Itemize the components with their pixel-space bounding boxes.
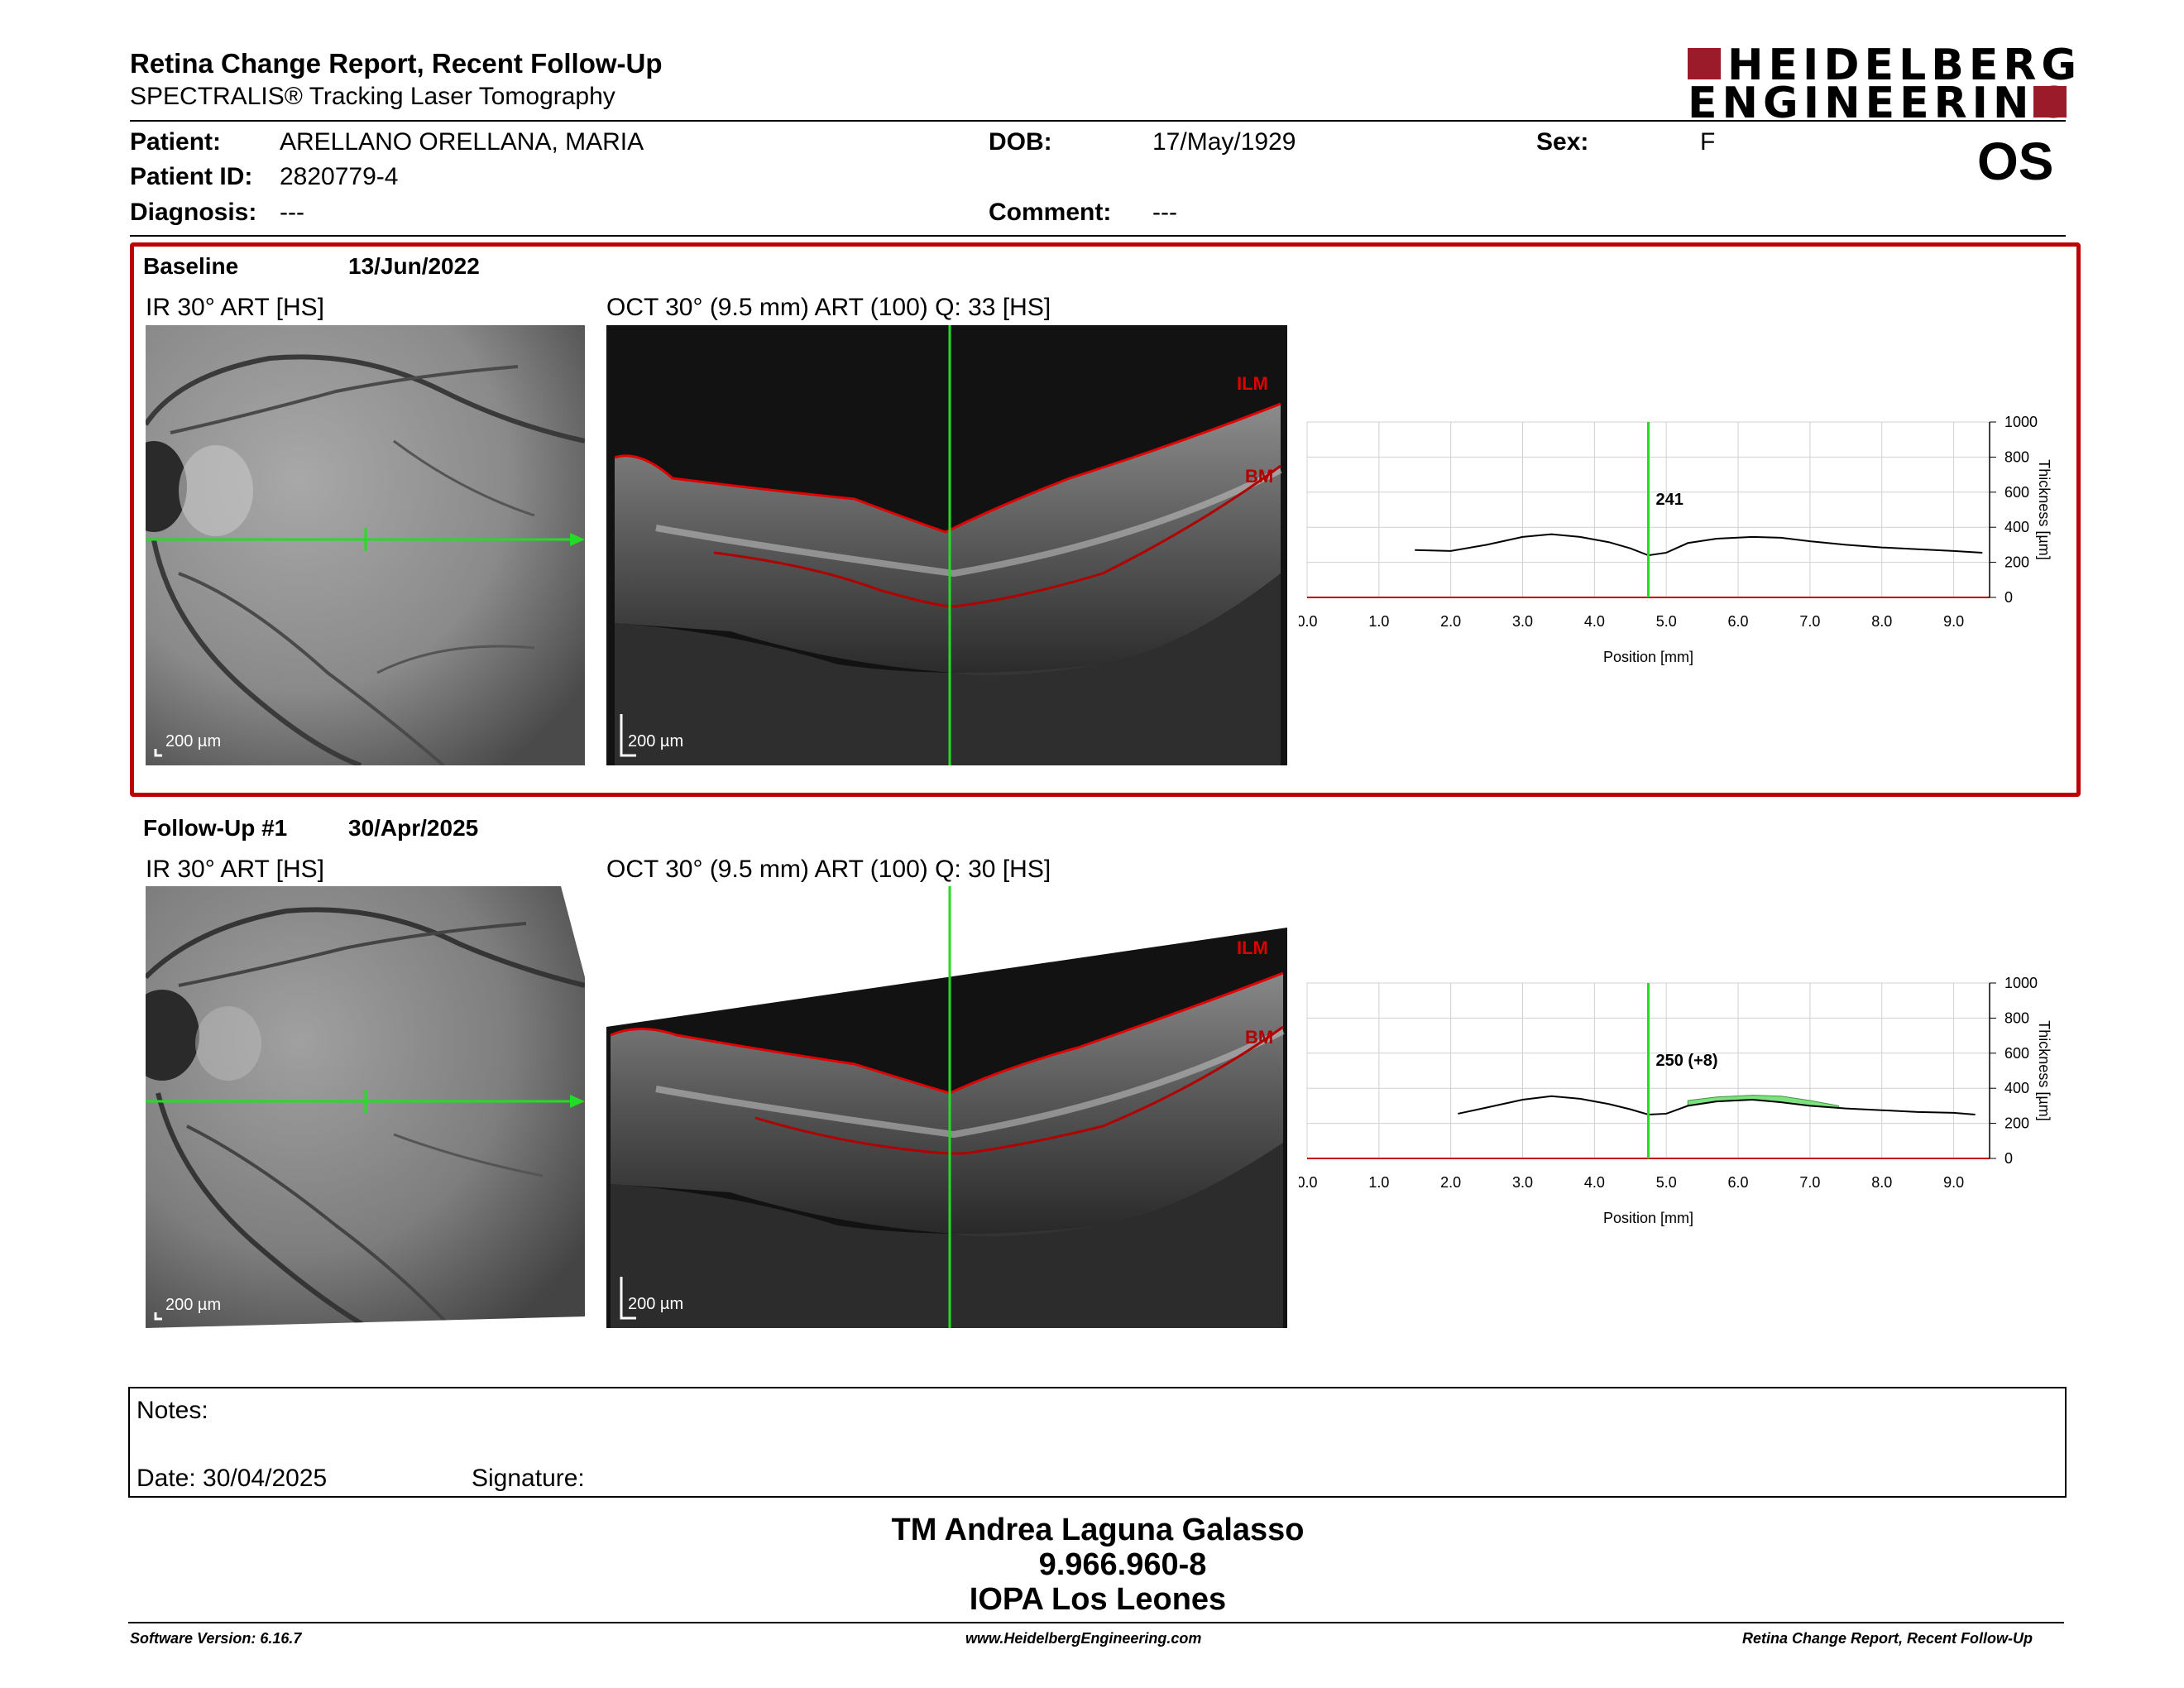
y-axis-title: Thickness [µm]	[2036, 1020, 2052, 1120]
dob-value: 17/May/1929	[1152, 128, 1296, 156]
x-tick-label: 8.0	[1871, 613, 1892, 630]
logo-square-icon	[1688, 48, 1721, 79]
x-axis-title: Position [mm]	[1603, 1210, 1693, 1226]
sex-label: Sex:	[1536, 128, 1589, 156]
x-tick-label: 1.0	[1368, 613, 1389, 630]
footer-software-version: Software Version: 6.16.7	[130, 1630, 302, 1647]
patient-divider	[130, 235, 2066, 237]
thickness-line	[1415, 533, 1983, 557]
y-tick-label: 800	[2004, 1009, 2029, 1026]
followup-oct-image: ILM BM 200 µm	[606, 886, 1287, 1328]
cursor-value-label: 241	[1656, 491, 1684, 509]
eye-indicator: OS	[1977, 132, 2054, 191]
followup-label: Follow-Up #1	[143, 815, 288, 841]
x-tick-label: 3.0	[1512, 613, 1533, 630]
y-tick-label: 800	[2004, 448, 2029, 465]
signature-institution: IOPA Los Leones	[969, 1582, 1227, 1617]
baseline-ir-image: 200 µm	[146, 325, 585, 765]
baseline-frame	[130, 242, 2081, 797]
x-tick-label: 6.0	[1728, 613, 1749, 630]
baseline-ilm-label: ILM	[1237, 373, 1268, 394]
x-tick-label: 1.0	[1368, 1174, 1389, 1191]
y-tick-label: 200	[2004, 554, 2029, 571]
y-tick-label: 400	[2004, 1080, 2029, 1096]
followup-ir-title: IR 30° ART [HS]	[146, 856, 324, 883]
heidelberg-logo: HEIDELBERG ENGINEERING	[1688, 44, 2076, 125]
x-tick-label: 0.0	[1299, 613, 1318, 630]
followup-thickness-chart: 0.0 1.0 2.0 3.0 4.0 5.0 6.0 7.0 8.0 9.0 0 200 400 600…	[1299, 975, 2052, 1226]
y-tick-label: 400	[2004, 519, 2029, 535]
report-title: Retina Change Report, Recent Follow-Up	[130, 48, 663, 79]
x-tick-label: 7.0	[1799, 613, 1820, 630]
x-tick-label: 3.0	[1512, 1174, 1533, 1191]
footer-report-name: Retina Change Report, Recent Follow-Up	[1742, 1630, 2033, 1647]
followup-oct-scale: 200 µm	[628, 1295, 684, 1313]
notes-box: Notes: Date: 30/04/2025 Signature:	[128, 1387, 2067, 1498]
thickness-line	[1458, 1095, 1976, 1116]
followup-date: 30/Apr/2025	[348, 815, 479, 841]
logo-line2: ENGINEERING	[1688, 79, 2075, 128]
x-tick-label: 9.0	[1943, 1174, 1964, 1191]
baseline-oct-image: ILM BM 200 µm	[606, 325, 1287, 765]
x-tick-label: 2.0	[1440, 613, 1461, 630]
comment-label: Comment:	[989, 199, 1112, 226]
x-tick-label: 8.0	[1871, 1174, 1892, 1191]
y-tick-label: 0	[2004, 589, 2013, 606]
baseline-oct-scale: 200 µm	[628, 732, 684, 750]
patient-id: 2820779-4	[280, 163, 399, 190]
baseline-ir-scale: 200 µm	[165, 732, 222, 750]
cursor-value-label: 250 (+8)	[1656, 1052, 1718, 1070]
notes-date: Date: 30/04/2025	[136, 1465, 328, 1492]
baseline-oct-title: OCT 30° (9.5 mm) ART (100) Q: 33 [HS]	[606, 294, 1051, 321]
baseline-ir-title: IR 30° ART [HS]	[146, 294, 324, 321]
signature-id: 9.966.960-8	[1038, 1547, 1207, 1582]
patient-name: ARELLANO ORELLANA, MARIA	[280, 128, 644, 156]
x-tick-label: 4.0	[1584, 1174, 1605, 1191]
y-tick-label: 0	[2004, 1150, 2013, 1167]
baseline-bm-label: BM	[1245, 466, 1274, 487]
followup-oct-title: OCT 30° (9.5 mm) ART (100) Q: 30 [HS]	[606, 856, 1051, 883]
x-tick-label: 6.0	[1728, 1174, 1749, 1191]
x-tick-label: 5.0	[1656, 613, 1677, 630]
comment-value: ---	[1152, 199, 1177, 226]
y-tick-label: 600	[2004, 484, 2029, 501]
x-tick-label: 2.0	[1440, 1174, 1461, 1191]
y-tick-label: 1000	[2004, 975, 2038, 991]
y-tick-label: 200	[2004, 1115, 2029, 1132]
diagnosis-label: Diagnosis:	[130, 199, 257, 226]
footer-divider	[128, 1622, 2064, 1623]
logo-square-icon	[2033, 86, 2067, 117]
baseline-label: Baseline	[143, 253, 239, 279]
sex-value: F	[1700, 128, 1716, 156]
logo-line1: HEIDELBERG	[1727, 41, 2082, 90]
x-axis-title: Position [mm]	[1603, 649, 1693, 665]
signature-label: Signature:	[472, 1465, 585, 1492]
x-tick-label: 5.0	[1656, 1174, 1677, 1191]
header-divider	[130, 120, 2066, 122]
patient-id-label: Patient ID:	[130, 163, 253, 190]
dob-label: DOB:	[989, 128, 1052, 156]
notes-label: Notes:	[136, 1397, 208, 1424]
followup-ir-image: 200 µm	[146, 886, 585, 1328]
baseline-thickness-chart: 0.0 1.0 2.0 3.0 4.0 5.0 6.0 7.0 8.0 9.0 0 200 400 600…	[1299, 414, 2052, 665]
followup-bm-label: BM	[1245, 1027, 1274, 1048]
report-subtitle: SPECTRALIS® Tracking Laser Tomography	[130, 83, 615, 110]
footer-website-link[interactable]: www.HeidelbergEngineering.com	[965, 1630, 1202, 1647]
y-axis-title: Thickness [µm]	[2036, 459, 2052, 559]
baseline-date: 13/Jun/2022	[348, 253, 480, 279]
x-tick-label: 0.0	[1299, 1174, 1318, 1191]
y-tick-label: 600	[2004, 1045, 2029, 1062]
signature-name: TM Andrea Laguna Galasso	[891, 1513, 1305, 1547]
y-tick-label: 1000	[2004, 414, 2038, 430]
followup-ilm-label: ILM	[1237, 938, 1268, 958]
x-tick-label: 7.0	[1799, 1174, 1820, 1191]
followup-ir-scale: 200 µm	[165, 1296, 222, 1314]
x-tick-label: 4.0	[1584, 613, 1605, 630]
diagnosis-value: ---	[280, 199, 304, 226]
patient-label: Patient:	[130, 128, 222, 156]
x-tick-label: 9.0	[1943, 613, 1964, 630]
